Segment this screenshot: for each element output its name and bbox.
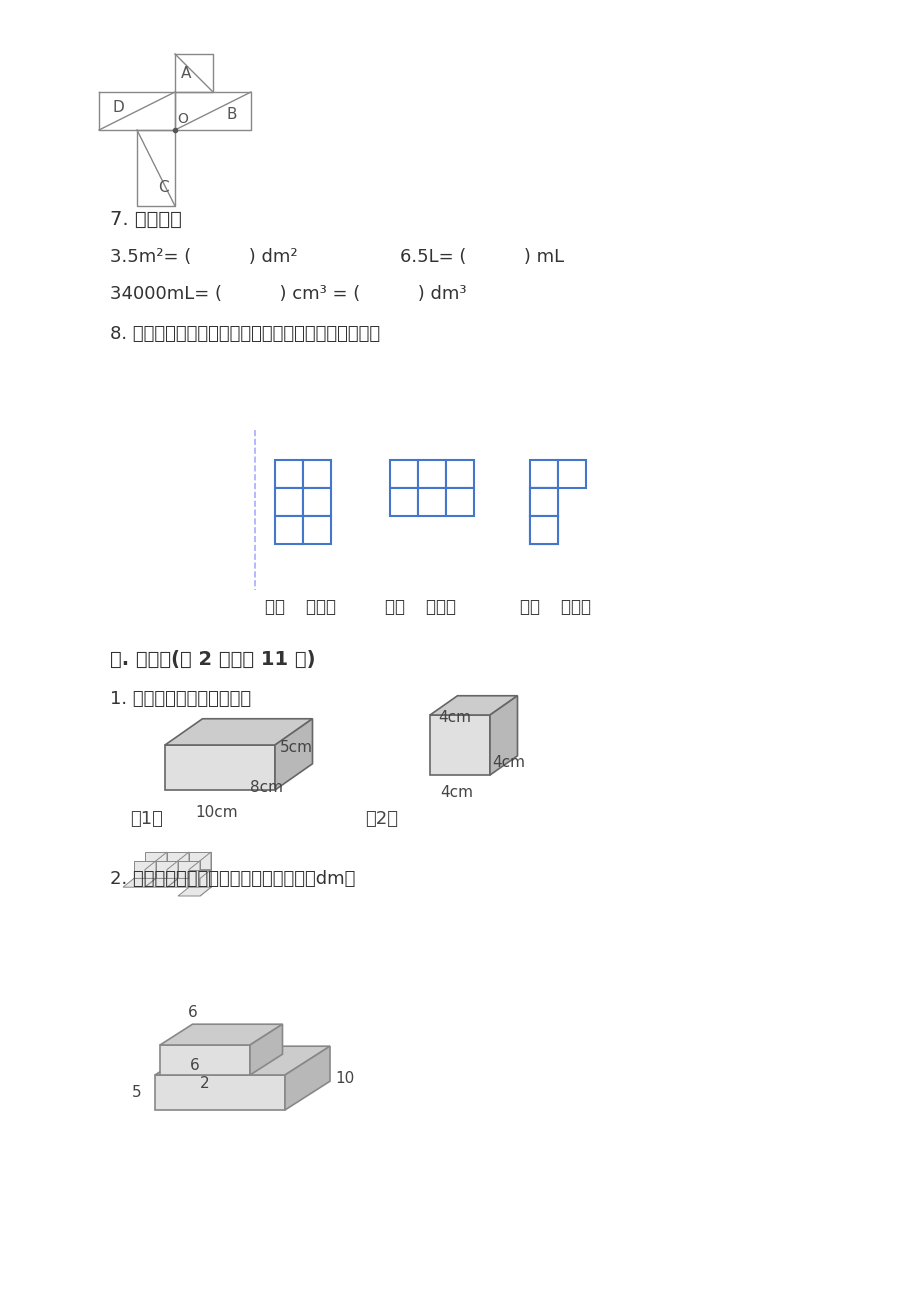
Text: 10: 10 <box>335 1070 354 1086</box>
Polygon shape <box>275 719 312 790</box>
Polygon shape <box>177 852 188 879</box>
Text: 10cm: 10cm <box>195 805 237 820</box>
Polygon shape <box>188 852 210 870</box>
Text: 6.5L= (          ) mL: 6.5L= ( ) mL <box>400 247 563 266</box>
Text: 6: 6 <box>187 1005 198 1019</box>
Text: 2: 2 <box>200 1075 210 1091</box>
Polygon shape <box>167 852 188 870</box>
Polygon shape <box>429 715 490 775</box>
Text: 6: 6 <box>190 1057 199 1073</box>
Text: 7. 填一填。: 7. 填一填。 <box>110 210 182 229</box>
Text: A: A <box>181 65 191 81</box>
Text: （2）: （2） <box>365 810 398 828</box>
Bar <box>446 488 473 516</box>
Text: 4cm: 4cm <box>437 710 471 725</box>
Polygon shape <box>134 870 167 879</box>
Polygon shape <box>177 887 210 896</box>
Text: 4cm: 4cm <box>492 755 525 769</box>
Polygon shape <box>156 870 188 879</box>
Polygon shape <box>177 870 210 879</box>
Polygon shape <box>199 852 210 879</box>
Polygon shape <box>429 695 516 715</box>
Bar <box>529 488 558 516</box>
Bar <box>390 460 417 488</box>
Text: 2. 求组合图形的表面积和体积。（单位：dm）: 2. 求组合图形的表面积和体积。（单位：dm） <box>110 870 355 888</box>
Bar <box>558 460 585 488</box>
Polygon shape <box>145 861 156 887</box>
Bar <box>390 488 417 516</box>
Bar <box>302 460 331 488</box>
Bar <box>529 516 558 544</box>
Text: 四. 计算题(共 2 题，共 11 分): 四. 计算题(共 2 题，共 11 分) <box>110 650 315 669</box>
Polygon shape <box>199 870 210 896</box>
Text: 34000mL= (          ) cm³ = (          ) dm³: 34000mL= ( ) cm³ = ( ) dm³ <box>110 285 466 303</box>
Text: B: B <box>226 107 237 122</box>
Bar <box>302 516 331 544</box>
Bar <box>302 488 331 516</box>
Polygon shape <box>134 861 156 879</box>
Polygon shape <box>165 745 275 790</box>
Polygon shape <box>177 861 199 879</box>
Text: D: D <box>112 100 124 115</box>
Polygon shape <box>188 861 199 887</box>
Polygon shape <box>156 852 167 879</box>
Bar <box>529 516 558 544</box>
Polygon shape <box>188 870 210 887</box>
Polygon shape <box>145 852 167 870</box>
Text: O: O <box>176 112 187 126</box>
Polygon shape <box>160 1046 250 1075</box>
Text: 从（    ）面看: 从（ ）面看 <box>384 598 456 616</box>
Bar <box>529 488 558 516</box>
Text: 8cm: 8cm <box>250 780 283 796</box>
Polygon shape <box>165 719 312 745</box>
Text: 5cm: 5cm <box>279 740 312 755</box>
Polygon shape <box>167 861 177 887</box>
Bar <box>275 516 302 544</box>
Text: C: C <box>158 180 169 194</box>
Polygon shape <box>285 1047 330 1111</box>
Bar <box>529 460 558 488</box>
Polygon shape <box>167 879 199 887</box>
Text: 从（    ）面看: 从（ ）面看 <box>265 598 335 616</box>
Bar <box>417 488 446 516</box>
Text: （1）: （1） <box>130 810 163 828</box>
Text: 5: 5 <box>132 1085 142 1100</box>
Text: 1. 计算下面图形的表面积。: 1. 计算下面图形的表面积。 <box>110 690 251 708</box>
Text: 4cm: 4cm <box>439 785 472 799</box>
Polygon shape <box>154 1047 330 1075</box>
Polygon shape <box>123 879 156 887</box>
Polygon shape <box>154 1075 285 1111</box>
Text: 3.5m²= (          ) dm²: 3.5m²= ( ) dm² <box>110 247 298 266</box>
Text: 8. 右边的三个图形分别是从什么方向看到的？填一填。: 8. 右边的三个图形分别是从什么方向看到的？填一填。 <box>110 326 380 342</box>
Polygon shape <box>156 861 177 879</box>
Bar <box>417 460 446 488</box>
Bar <box>275 488 302 516</box>
Bar <box>275 460 302 488</box>
Polygon shape <box>490 695 516 775</box>
Polygon shape <box>250 1025 282 1075</box>
Polygon shape <box>145 879 177 887</box>
Polygon shape <box>160 1025 282 1046</box>
Text: 从（    ）面看: 从（ ）面看 <box>519 598 590 616</box>
Bar <box>446 460 473 488</box>
